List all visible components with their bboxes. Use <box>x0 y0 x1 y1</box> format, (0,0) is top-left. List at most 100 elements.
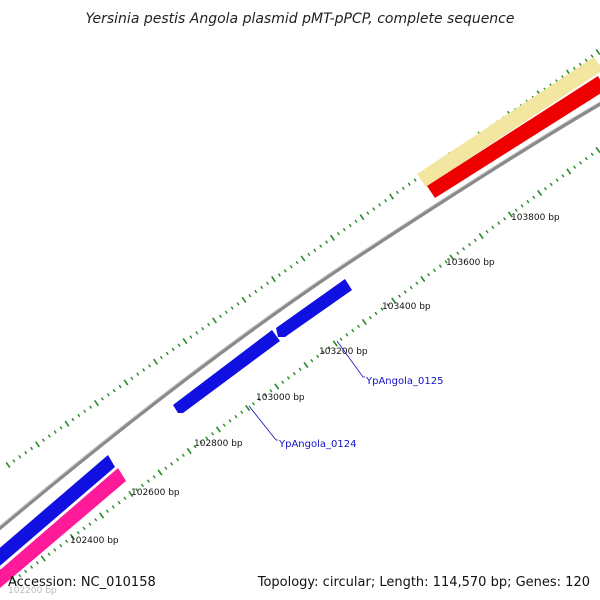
inner-tick-62 <box>374 311 378 316</box>
outer-tick-54 <box>325 240 329 244</box>
inner-tick-12 <box>82 526 86 531</box>
outer-tick-14 <box>89 405 93 409</box>
inner-tick-74 <box>444 260 448 264</box>
inner-tick-86 <box>514 208 518 212</box>
outer-tick-9 <box>59 426 63 430</box>
outer-tick-37 <box>224 310 228 314</box>
inner-tick-39 <box>240 410 244 415</box>
outer-tick-58 <box>348 223 352 228</box>
gene-label-ypangola-0125[interactable]: YpAngola_0125 <box>365 376 443 387</box>
map-title: Yersinia pestis Angola plasmid pMT-pPCP,… <box>85 11 514 27</box>
inner-tick-47 <box>286 376 290 380</box>
inner-tick-88 <box>526 199 530 204</box>
gene-label-ypangola-0124[interactable]: YpAngola_0124 <box>278 439 356 450</box>
inner-tick-65 <box>391 297 397 304</box>
outer-tick-27 <box>165 351 169 356</box>
gene-feature-pink[interactable] <box>0 468 126 588</box>
outer-tick-13 <box>83 409 87 413</box>
inner-tick-57 <box>345 333 349 337</box>
outer-tick-51 <box>307 252 311 257</box>
outer-tick-30 <box>182 338 188 345</box>
inner-tick-42 <box>257 397 261 402</box>
outer-tick-44 <box>266 281 270 285</box>
outer-tick-40 <box>241 296 247 303</box>
gene-feature-red[interactable] <box>427 76 600 198</box>
inner-tick-78 <box>468 242 472 247</box>
accession-text: Accession: NC_010158 <box>8 575 156 590</box>
outer-tick-64 <box>384 199 388 203</box>
inner-tick-58 <box>351 328 355 333</box>
outer-tick-42 <box>254 289 258 294</box>
outer-tick-43 <box>260 285 264 290</box>
inner-tick-76 <box>456 251 460 255</box>
outer-tick-5 <box>35 441 40 448</box>
sequence-backbone <box>0 101 600 531</box>
inner-tick-6 <box>47 552 51 556</box>
outer-tick-69 <box>413 178 417 182</box>
inner-tick-9 <box>65 539 69 544</box>
inner-tick-53 <box>322 350 326 354</box>
outer-tick-15 <box>94 399 99 407</box>
inner-tick-59 <box>357 324 361 329</box>
inner-tick-37 <box>228 419 232 423</box>
inner-tick-7 <box>53 548 57 552</box>
inner-tick-61 <box>368 315 372 320</box>
inner-tick-80 <box>478 232 484 240</box>
outer-tick-61 <box>366 211 370 215</box>
outer-tick-25 <box>153 358 158 365</box>
inner-tick-23 <box>146 479 150 483</box>
inner-tick-43 <box>263 393 267 397</box>
outer-tick-41 <box>248 294 252 298</box>
gene-ypangola-0125[interactable] <box>276 279 352 337</box>
gene-ypangola-0124[interactable] <box>173 330 280 413</box>
inner-tick-50 <box>303 361 309 369</box>
inner-tick-95 <box>566 168 572 175</box>
outer-tick-4 <box>30 446 34 451</box>
outer-tick-18 <box>112 388 116 393</box>
inner-tick-70 <box>420 275 426 283</box>
outer-tick-33 <box>201 327 205 331</box>
inner-tick-51 <box>310 358 314 363</box>
inner-tick-19 <box>123 496 127 501</box>
inner-tick-68 <box>409 285 413 290</box>
inner-tick-44 <box>269 389 273 393</box>
outer-tick-68 <box>407 182 411 186</box>
inner-tick-75 <box>449 254 455 261</box>
inner-tick-63 <box>380 307 384 311</box>
outer-tick-17 <box>106 393 110 397</box>
outer-tick-57 <box>342 227 346 232</box>
outer-tick-56 <box>336 232 340 236</box>
outer-tick-62 <box>372 207 376 211</box>
inner-tick-81 <box>485 229 489 234</box>
topology-summary: Topology: circular; Length: 114,570 bp; … <box>257 575 590 590</box>
outer-tick-45 <box>271 276 276 283</box>
inner-tick-52 <box>316 354 320 359</box>
scale-label-103600: 103600 bp <box>446 258 495 268</box>
inner-tick-21 <box>135 487 139 492</box>
gene-feature-blue-lower[interactable] <box>0 455 115 570</box>
inner-tick-4 <box>35 561 39 565</box>
inner-tick-92 <box>549 182 553 187</box>
outer-tick-6 <box>41 438 45 442</box>
outer-tick-29 <box>177 343 181 347</box>
outer-tick-36 <box>218 314 222 318</box>
scale-label-102400: 102400 bp <box>70 536 119 546</box>
inner-tick-13 <box>88 522 92 526</box>
inner-tick-40 <box>245 404 251 412</box>
outer-tick-19 <box>118 384 122 389</box>
inner-tick-8 <box>59 543 63 548</box>
outer-tick-22 <box>136 372 140 376</box>
sequence-backbone-highlight <box>0 101 600 527</box>
inner-tick-3 <box>30 565 34 569</box>
outer-tick-28 <box>171 347 175 352</box>
inner-tick-77 <box>462 247 466 251</box>
gene-feature-yellow[interactable] <box>417 57 600 187</box>
outer-tick-10 <box>64 420 70 427</box>
inner-tick-84 <box>503 217 507 221</box>
inner-tick-64 <box>386 303 390 307</box>
inner-tick-27 <box>170 462 174 466</box>
scale-label-103400: 103400 bp <box>382 302 431 312</box>
outer-tick-49 <box>295 260 299 265</box>
outer-tick-63 <box>378 203 382 207</box>
